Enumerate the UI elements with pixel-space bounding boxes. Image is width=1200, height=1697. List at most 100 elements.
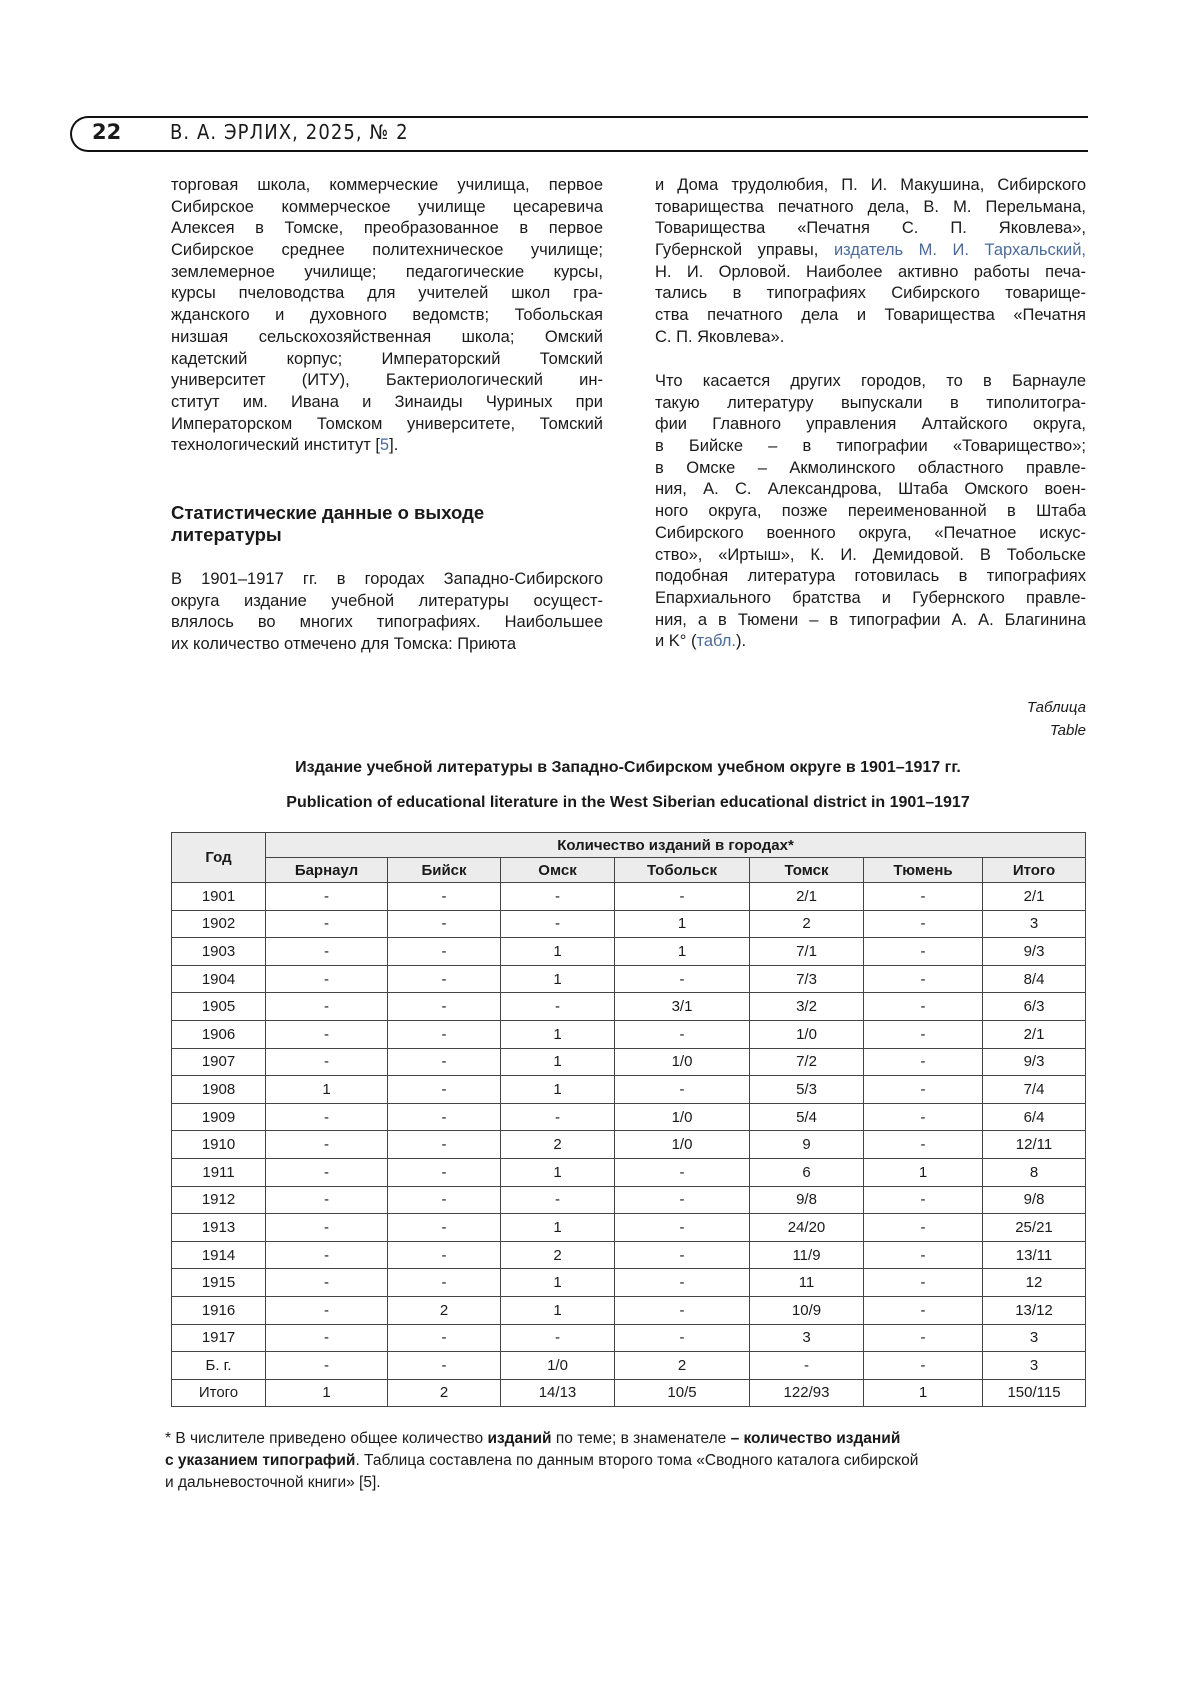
table-row: 1903--117/1-9/3 (172, 938, 1086, 966)
table-cell: - (388, 1131, 501, 1159)
table-cell: 2 (388, 1296, 501, 1324)
table-cell: - (864, 883, 983, 911)
text-segment: технологический институт [ (171, 436, 380, 454)
table-cell: - (388, 1076, 501, 1104)
row-label-cell: 1912 (172, 1186, 266, 1214)
table-cell: 1/0 (501, 1352, 615, 1380)
text-line: торговая школа, коммерческие училища, пе… (171, 175, 603, 197)
table-cell: 3 (983, 910, 1086, 938)
text-segment: в Омске – Акмолинского областного правле… (655, 459, 1086, 477)
text-segment: Что касается других городов, то в Барнау… (655, 372, 1086, 390)
running-header: 22 В. А. ЭРЛИХ, 2025, № 2 (70, 116, 1088, 152)
text-segment: С. П. Яковлева». (655, 328, 784, 346)
text-line: и Дома трудолюбия, П. И. Макушина, Сибир… (655, 175, 1086, 197)
table-cell: - (266, 1352, 388, 1380)
table-row: 19081-1-5/3-7/4 (172, 1076, 1086, 1104)
table-cell: - (501, 993, 615, 1021)
table-row: 1905---3/13/2-6/3 (172, 993, 1086, 1021)
table-cell: - (388, 910, 501, 938)
text-segment: * В числителе приведено общее количество (165, 1430, 487, 1447)
text-segment: Сибирское коммерческое училище цесаревич… (171, 198, 603, 216)
text-segment: подобная литература готовилась в типогра… (655, 567, 1086, 585)
column-header: Барнаул (266, 858, 388, 883)
column-header: Омск (501, 858, 615, 883)
right-paragraph-2: Что касается других городов, то в Барнау… (655, 371, 1086, 653)
reference-link[interactable]: 5 (380, 436, 389, 454)
table-cell: 11 (750, 1269, 864, 1297)
table-cell: 1/0 (750, 1020, 864, 1048)
table-cell: - (266, 965, 388, 993)
text-segment: Императорском Томском университете, Томс… (171, 415, 603, 433)
text-line: ститут им. Ивана и Зинаиды Чуриных при (171, 392, 603, 414)
table-cell: - (388, 1241, 501, 1269)
text-segment: кадетский корпус; Императорский Томский (171, 350, 603, 368)
right-paragraph-1: и Дома трудолюбия, П. И. Макушина, Сибир… (655, 175, 1086, 349)
table-cell: - (266, 1158, 388, 1186)
table-row: 1916-21-10/9-13/12 (172, 1296, 1086, 1324)
table-cell: 1 (501, 1296, 615, 1324)
text-line: жданского и духовного ведомств; Тобольск… (171, 305, 603, 327)
table-cell: - (864, 1324, 983, 1352)
text-segment: и K° ( (655, 632, 696, 650)
text-line: Что касается других городов, то в Барнау… (655, 371, 1086, 393)
text-line: ния, А. С. Александрова, Штаба Омского в… (655, 479, 1086, 501)
table-cell: - (266, 1296, 388, 1324)
table-cell: 11/9 (750, 1241, 864, 1269)
text-line: технологический институт [5]. (171, 435, 603, 457)
table-cell: 8/4 (983, 965, 1086, 993)
footnote-line: * В числителе приведено общее количество… (165, 1428, 918, 1450)
table-cell: - (864, 910, 983, 938)
text-line: ства печатного дела и Товарищества «Печа… (655, 305, 1086, 327)
header-year: Год (172, 833, 266, 883)
text-line: округа издание учебной литературы осущес… (171, 591, 603, 613)
text-line: кадетский корпус; Императорский Томский (171, 349, 603, 371)
reference-link[interactable]: издатель М. И. Тархальский, (834, 241, 1086, 259)
text-segment: ). (736, 632, 746, 650)
text-segment: Сибирского военного округа, «Печатное ис… (655, 524, 1086, 542)
text-segment: ститут им. Ивана и Зинаиды Чуриных при (171, 393, 603, 411)
text-line: курсы пчеловодства для учителей школ гра… (171, 283, 603, 305)
table-cell: 1/0 (615, 1048, 750, 1076)
table-row: 1911--1-618 (172, 1158, 1086, 1186)
row-label-cell: 1915 (172, 1269, 266, 1297)
table-cell: - (615, 1296, 750, 1324)
table-cell: 1 (501, 1076, 615, 1104)
table-cell: - (266, 1131, 388, 1159)
text-line: их количество отмечено для Томска: Приют… (171, 634, 603, 656)
text-line: Епархиального братства и Губернского пра… (655, 588, 1086, 610)
table-cell: 9/8 (983, 1186, 1086, 1214)
table-cell: 1/0 (615, 1103, 750, 1131)
table-cell: 13/11 (983, 1241, 1086, 1269)
table-cell: 150/115 (983, 1379, 1086, 1407)
text-segment: ]. (389, 436, 398, 454)
table-cell: 1 (501, 1048, 615, 1076)
table-cell: 1 (266, 1076, 388, 1104)
footnote-line: и дальневосточной книги» [5]. (165, 1472, 918, 1494)
column-header: Томск (750, 858, 864, 883)
reference-link[interactable]: табл. (696, 632, 735, 650)
row-label-cell: 1903 (172, 938, 266, 966)
text-segment: их количество отмечено для Томска: Приют… (171, 635, 516, 653)
row-label-cell: 1910 (172, 1131, 266, 1159)
table-cell: - (266, 883, 388, 911)
text-line: подобная литература готовилась в типогра… (655, 566, 1086, 588)
table-cell: 25/21 (983, 1214, 1086, 1242)
table-cell: 2 (501, 1131, 615, 1159)
table-cell: - (750, 1352, 864, 1380)
table-cell: 9/8 (750, 1186, 864, 1214)
text-line: Товарищества «Печатня С. П. Яковлева», (655, 218, 1086, 240)
table-cell: 1 (864, 1158, 983, 1186)
table-cell: - (615, 883, 750, 911)
table-cell: - (864, 1241, 983, 1269)
table-cell: 9/3 (983, 938, 1086, 966)
table-cell: 3 (983, 1324, 1086, 1352)
table-cell: - (615, 1214, 750, 1242)
text-line: университет (ИТУ), Бактериологический ин… (171, 370, 603, 392)
text-segment: Товарищества «Печатня С. П. Яковлева», (655, 219, 1086, 237)
left-paragraph-1: торговая школа, коммерческие училища, пе… (171, 175, 603, 457)
left-paragraph-2: В 1901–1917 гг. в городах Западно-Сибирс… (171, 569, 603, 656)
table-cell: - (864, 1048, 983, 1076)
table-cell: - (266, 993, 388, 1021)
table-cell: 13/12 (983, 1296, 1086, 1324)
table-cell: - (266, 1269, 388, 1297)
